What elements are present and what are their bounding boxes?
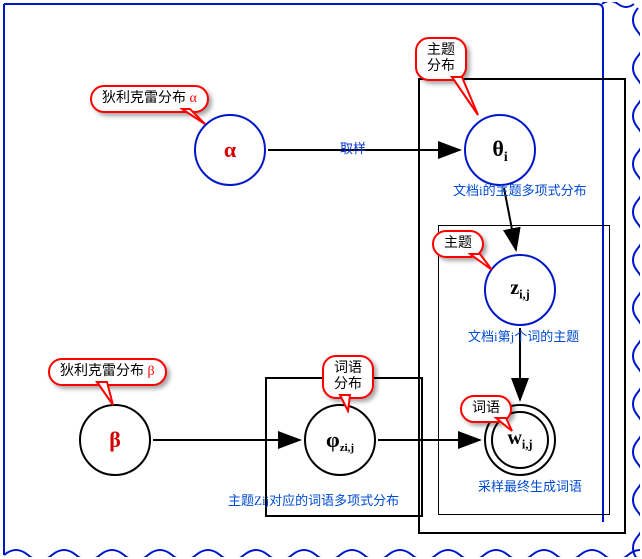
node-beta-label: β	[109, 427, 121, 453]
callout-z: 主题	[432, 230, 484, 258]
desc-w: 采样最终生成词语	[478, 476, 582, 495]
diagram-canvas: 取样 α β θi zi,j φzi,j wi,j 狄利克雷分布 α 狄利克雷分…	[0, 0, 642, 559]
desc-theta: 文档i的主题多项式分布	[453, 180, 587, 199]
callout-alpha-text: 狄利克雷分布	[102, 91, 190, 106]
callout-phi-l1: 词语	[334, 361, 362, 376]
node-z-label: zi,j	[510, 277, 530, 302]
callout-beta: 狄利克雷分布 β	[48, 358, 167, 386]
callout-z-text: 主题	[444, 236, 472, 251]
desc-z: 文档i第j个词的主题	[468, 326, 579, 345]
callout-w-text: 词语	[472, 401, 500, 416]
callout-theta-l2: 分布	[427, 59, 455, 74]
callout-beta-red: β	[148, 364, 155, 379]
callout-alpha-red: α	[190, 91, 197, 106]
callout-w: 词语	[460, 395, 512, 423]
callout-phi-l2: 分布	[334, 377, 362, 392]
callout-theta: 主题 分布	[415, 37, 467, 81]
node-z: zi,j	[484, 254, 556, 326]
callout-alpha: 狄利克雷分布 α	[90, 85, 209, 113]
node-w-label: wi,j	[507, 427, 532, 452]
node-alpha-label: α	[224, 137, 236, 163]
callout-phi: 词语 分布	[322, 355, 374, 399]
desc-phi: 主题Zij对应的词语多项式分布	[228, 490, 399, 509]
node-theta-label: θi	[492, 136, 507, 165]
callout-theta-l1: 主题	[427, 43, 455, 58]
node-beta: β	[79, 404, 151, 476]
edge-label-sample: 取样	[340, 138, 366, 157]
callout-beta-text: 狄利克雷分布	[60, 364, 148, 379]
node-phi-label: φzi,j	[326, 427, 354, 454]
node-phi: φzi,j	[304, 404, 376, 476]
node-theta: θi	[464, 114, 536, 186]
node-alpha: α	[194, 114, 266, 186]
